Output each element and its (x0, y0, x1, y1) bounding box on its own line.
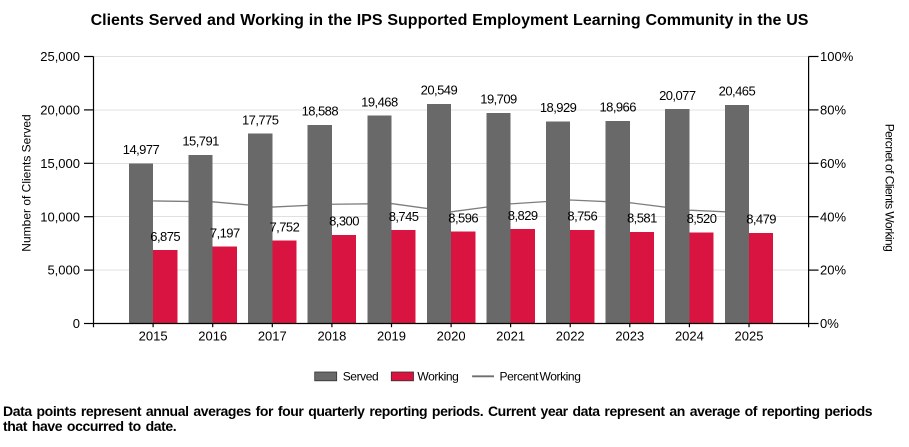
svg-text:7,752: 7,752 (270, 219, 300, 234)
svg-text:2015: 2015 (139, 328, 168, 343)
svg-text:0%: 0% (820, 316, 839, 331)
svg-text:2021: 2021 (496, 328, 525, 343)
svg-text:2020: 2020 (437, 328, 466, 343)
svg-text:0: 0 (73, 316, 80, 331)
svg-text:40%: 40% (820, 209, 846, 224)
svg-text:8,745: 8,745 (389, 209, 419, 224)
svg-text:5,000: 5,000 (47, 263, 80, 278)
svg-text:2022: 2022 (556, 328, 585, 343)
svg-text:Clients Served and Working in: Clients Served and Working in the IPS Su… (91, 12, 809, 29)
svg-text:18,588: 18,588 (302, 104, 339, 119)
svg-text:100%: 100% (820, 49, 854, 64)
svg-text:25,000: 25,000 (40, 49, 80, 64)
svg-text:20,549: 20,549 (421, 83, 458, 98)
svg-text:2019: 2019 (377, 328, 406, 343)
svg-text:15,000: 15,000 (40, 156, 80, 171)
svg-text:80%: 80% (820, 103, 846, 118)
svg-text:14,977: 14,977 (123, 142, 160, 157)
svg-text:20,465: 20,465 (719, 84, 756, 99)
svg-text:6,875: 6,875 (150, 229, 180, 244)
svg-text:8,479: 8,479 (746, 212, 776, 227)
svg-text:2023: 2023 (615, 328, 644, 343)
svg-text:18,929: 18,929 (540, 100, 577, 115)
svg-text:8,520: 8,520 (687, 211, 717, 226)
svg-text:18,966: 18,966 (599, 100, 636, 115)
svg-text:Percnet of Clients Working: Percnet of Clients Working (883, 124, 897, 252)
svg-text:8,581: 8,581 (627, 211, 657, 226)
svg-text:10,000: 10,000 (40, 209, 80, 224)
svg-text:7,197: 7,197 (210, 225, 240, 240)
svg-text:15,791: 15,791 (182, 134, 219, 149)
svg-text:19,468: 19,468 (361, 94, 398, 109)
svg-text:20,000: 20,000 (40, 103, 80, 118)
svg-text:2016: 2016 (198, 328, 227, 343)
svg-text:60%: 60% (820, 156, 846, 171)
svg-text:8,596: 8,596 (448, 210, 478, 225)
svg-text:20,077: 20,077 (659, 88, 696, 103)
svg-text:Served: Served (343, 370, 379, 384)
svg-text:8,300: 8,300 (329, 214, 359, 229)
svg-text:2017: 2017 (258, 328, 287, 343)
svg-text:2024: 2024 (675, 328, 704, 343)
svg-text:Number of Clients Served: Number of Clients Served (20, 114, 34, 251)
svg-text:8,829: 8,829 (508, 208, 538, 223)
svg-text:8,756: 8,756 (567, 209, 597, 224)
svg-text:2025: 2025 (735, 328, 764, 343)
svg-text:Working: Working (417, 370, 458, 384)
svg-text:19,709: 19,709 (480, 92, 517, 107)
svg-text:Percent Working: Percent Working (500, 370, 581, 384)
svg-text:20%: 20% (820, 263, 846, 278)
svg-text:2018: 2018 (317, 328, 346, 343)
svg-text:17,775: 17,775 (242, 112, 279, 127)
